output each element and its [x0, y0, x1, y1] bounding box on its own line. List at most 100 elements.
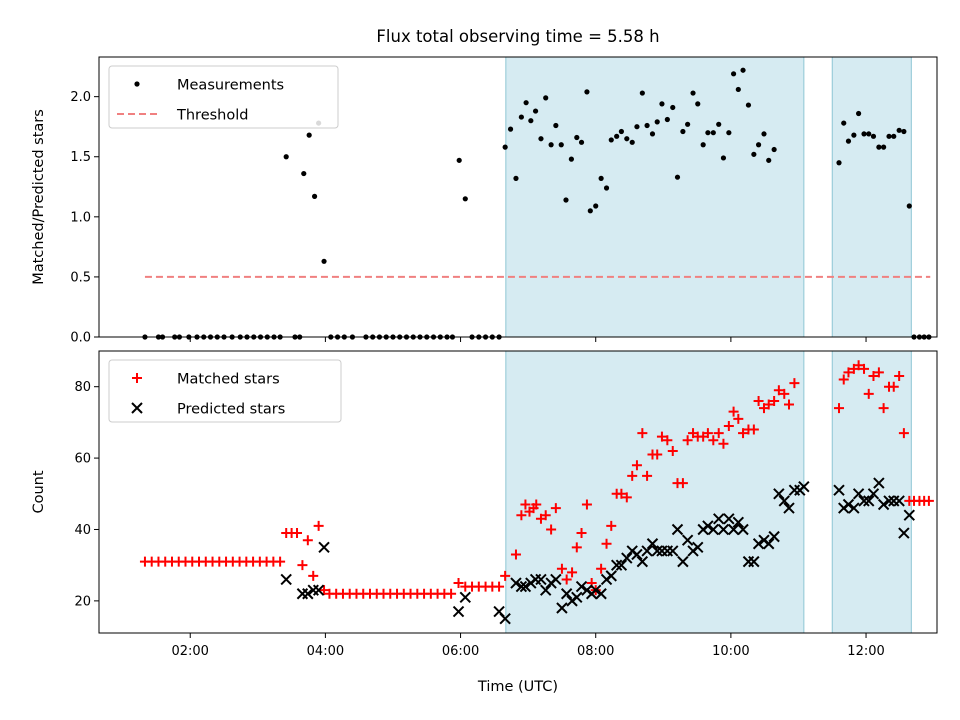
predicted-stars-point: [312, 584, 325, 596]
predicted-stars-point: [773, 488, 785, 500]
measurements-point: [574, 134, 580, 141]
predicted-stars-point: [717, 523, 730, 536]
matched-stars-point: [667, 445, 678, 456]
predicted-stars-point: [833, 484, 845, 496]
predicted-stars-point: [893, 495, 905, 507]
matched-stars-point: [581, 499, 592, 510]
legend-box: [108, 65, 339, 129]
measurements-point: [876, 144, 882, 150]
matched-stars-point: [520, 499, 531, 510]
measurements-point: [563, 197, 569, 203]
matched-stars-point: [561, 574, 572, 585]
measurements-point: [740, 67, 746, 73]
matched-stars-point: [923, 495, 934, 506]
predicted-stars-point: [535, 573, 547, 586]
matched-stars-point: [550, 503, 561, 514]
measurements-point: [608, 137, 614, 143]
predicted-stars-point: [667, 545, 679, 557]
predicted-stars-point: [883, 495, 895, 507]
matched-stars-point: [510, 549, 521, 560]
predicted-stars-point: [848, 502, 860, 514]
measurements-point: [644, 122, 650, 129]
matched-stars-point: [773, 385, 784, 396]
predicted-stars-point: [702, 520, 714, 532]
top-panel-legend: Measurements Threshold: [108, 65, 339, 129]
matched-stars-point: [838, 374, 849, 385]
matched-stars-point: [540, 510, 551, 521]
measurements-point: [507, 126, 514, 132]
matched-stars-point: [702, 428, 713, 439]
matched-stars-point: [576, 528, 587, 539]
measurements-point: [618, 128, 624, 135]
measurements-point: [462, 196, 468, 202]
measurements-point: [755, 142, 762, 148]
y-tick-label: 1.0: [70, 210, 91, 225]
measurements-point: [568, 156, 574, 162]
x-tick-label: 02:00: [171, 644, 208, 659]
matched-stars-point: [656, 431, 667, 442]
legend-predicted-swatch: [131, 402, 143, 414]
y-tick-label: 0.5: [70, 270, 91, 285]
measurements-point: [886, 133, 892, 139]
matched-stars-point: [556, 563, 567, 574]
matched-stars-point: [682, 435, 693, 446]
predicted-stars-point: [732, 516, 745, 529]
measurements-point: [866, 131, 872, 137]
measurements-point: [306, 132, 312, 138]
legend-entry-label: Predicted stars: [177, 402, 285, 418]
predicted-stars-point: [723, 513, 735, 525]
measurements-point: [578, 139, 585, 145]
measurements-point: [598, 175, 604, 181]
measurements-point: [710, 130, 716, 136]
measurements-point: [901, 128, 907, 135]
predicted-stars-point: [768, 530, 780, 543]
measurements-point: [674, 174, 681, 180]
measurements-point: [603, 185, 610, 191]
matched-stars-point: [446, 588, 457, 599]
predicted-stars-point: [842, 498, 855, 511]
top-panel-axes: 0.0 0.5 1.0 1.5 2.0: [70, 90, 867, 346]
matched-stars-point: [627, 470, 638, 481]
matched-stars-point: [275, 556, 286, 567]
x-tick-label: 08:00: [577, 644, 614, 659]
matched-stars-point: [718, 438, 729, 449]
top-panel-ylabel: Matched/Predicted stars: [31, 109, 47, 285]
measurements-point: [538, 136, 544, 142]
measurements-point: [761, 131, 767, 137]
measurements-point: [654, 119, 660, 125]
predicted-stars-point: [877, 498, 890, 511]
predicted-stars-point: [302, 588, 314, 600]
predicted-stars-point: [677, 555, 689, 568]
matched-stars-point: [878, 403, 889, 414]
measurements-point: [283, 154, 289, 160]
matched-stars-point: [500, 570, 511, 581]
matched-stars-point: [308, 570, 319, 581]
predicted-stars-point: [863, 495, 875, 507]
matched-stars-point: [863, 388, 874, 399]
matched-stars-point: [546, 524, 557, 535]
measurements-point: [856, 110, 862, 117]
measurements-point: [614, 133, 620, 139]
predicted-stars-point: [605, 570, 617, 582]
matched-stars-point: [516, 510, 527, 521]
bottom-panel-ylabel: Count: [31, 470, 47, 513]
y-tick-label: 40: [74, 523, 91, 538]
matched-stars-point: [677, 478, 688, 489]
measurements-point: [558, 142, 564, 148]
predicted-stars-point: [873, 477, 885, 489]
measurements-point: [906, 203, 912, 209]
matched-stars-point: [779, 388, 790, 399]
measurements-point: [896, 127, 902, 133]
predicted-stars-point: [798, 480, 810, 493]
y-tick-label: 2.0: [70, 90, 91, 105]
measurements-point: [851, 132, 857, 138]
predicted-stars-point: [641, 545, 653, 557]
matched-stars-point: [297, 560, 308, 571]
measurements-point: [548, 142, 554, 148]
measurements-point: [680, 128, 686, 135]
predicted-stars-point: [571, 591, 583, 604]
x-tick-label: 10:00: [712, 644, 749, 659]
predicted-stars-point: [671, 523, 684, 536]
measurements-point: [634, 124, 640, 130]
legend-box: [108, 359, 342, 423]
